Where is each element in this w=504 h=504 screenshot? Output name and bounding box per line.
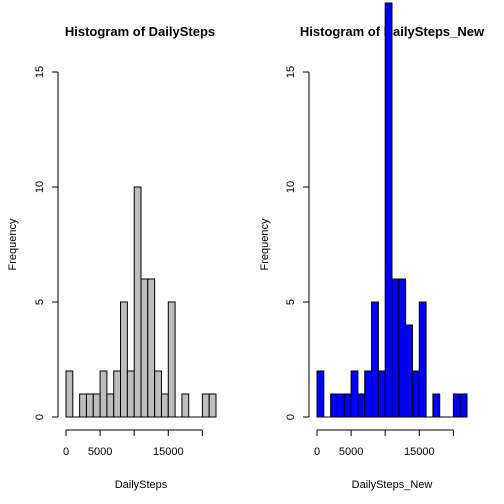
x-tick-label: 15000	[404, 446, 435, 458]
x-tick-label: 0	[314, 446, 320, 458]
y-axis-label: Frequency	[7, 218, 19, 270]
histogram-bar	[99, 370, 108, 418]
histogram-bar	[377, 370, 386, 418]
y-tick-label: 0	[285, 414, 297, 420]
histogram-bar	[181, 393, 190, 418]
histogram-panel-1: Histogram of DailySteps 0 5 10 15 0 5000 15000 D…	[7, 24, 217, 491]
x-tick-label: 15000	[153, 446, 184, 458]
y-axis: 0 5 10 15	[34, 66, 59, 420]
histogram-bar	[79, 393, 87, 418]
x-tick-label: 5000	[88, 446, 112, 458]
histogram-bar	[452, 393, 461, 418]
histogram-bar	[154, 370, 162, 418]
y-tick-label: 10	[285, 181, 297, 193]
x-tick-label: 5000	[339, 446, 363, 458]
x-tick-label: 0	[63, 446, 69, 458]
histogram-bar	[364, 370, 373, 418]
histogram-bar	[167, 301, 176, 418]
histogram-bar	[126, 370, 135, 418]
y-tick-label: 10	[34, 181, 46, 193]
histogram-bar	[336, 393, 345, 418]
y-tick-label: 15	[34, 66, 46, 78]
y-axis-label: Frequency	[259, 218, 271, 270]
y-tick-label: 0	[34, 414, 46, 420]
histogram-bar	[106, 393, 115, 418]
histogram-bar	[411, 370, 420, 418]
histogram-bar	[85, 393, 94, 418]
histogram-bar	[65, 370, 74, 418]
histogram-bar	[201, 393, 210, 418]
x-axis: 0 5000 15000	[314, 429, 454, 458]
histogram-bar	[113, 370, 122, 418]
histogram-bar	[343, 393, 352, 418]
histogram-bar	[418, 301, 427, 418]
histogram-bar	[92, 393, 101, 418]
histogram-bar	[330, 393, 338, 418]
histogram-bar	[316, 370, 325, 418]
histogram-bar	[459, 393, 468, 418]
x-axis-label: DailySteps_New	[352, 479, 433, 491]
y-tick-label: 5	[285, 299, 297, 305]
histogram-bar	[133, 186, 142, 418]
chart-title: Histogram of DailySteps	[65, 24, 215, 39]
histogram-bar	[147, 278, 156, 418]
histogram-bar	[405, 324, 413, 418]
histogram-bar	[140, 278, 149, 418]
x-axis-label: DailySteps	[115, 479, 168, 491]
x-axis: 0 5000 15000	[63, 429, 203, 458]
y-tick-label: 15	[285, 66, 297, 78]
y-axis: 0 5 10 15	[285, 66, 310, 420]
histogram-bar	[371, 301, 379, 418]
histogram-bar	[208, 393, 217, 418]
histogram-bar	[160, 393, 169, 418]
histogram-bar	[391, 278, 400, 418]
histogram-bar	[350, 370, 359, 418]
histogram-bar	[384, 2, 393, 418]
histogram-bar	[120, 301, 128, 418]
histogram-bar	[357, 393, 366, 418]
histogram-bar	[398, 278, 407, 418]
y-tick-label: 5	[34, 299, 46, 305]
histogram-bar	[432, 393, 441, 418]
